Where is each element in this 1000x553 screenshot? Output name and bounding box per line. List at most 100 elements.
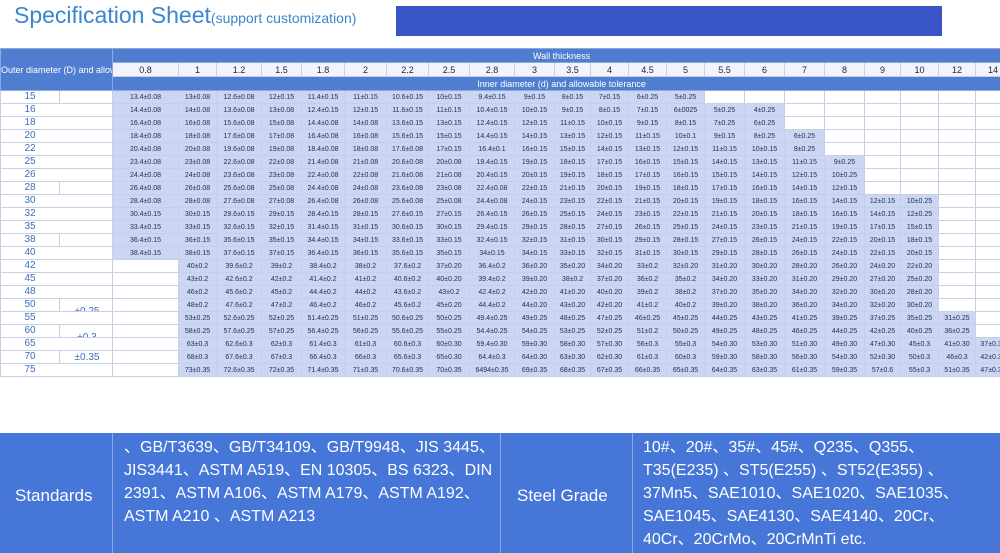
id-cell xyxy=(938,207,976,221)
table-row: 70 ±0.35 68±0.3 67.6±0.3 67±0.3 66.4±0.3 66±0.… xyxy=(0,350,1000,364)
id-cell: 49±0.25 xyxy=(514,311,555,325)
id-cell: 55.6±0.25 xyxy=(386,324,429,338)
id-cell xyxy=(864,116,901,130)
id-cell: 37±0.15 xyxy=(261,246,302,260)
outer-diameter: 75 xyxy=(24,364,36,376)
table-row: 45 43±0.2 42.6±0.2 42±0.2 41.4±0.2 41±0.2 40.6… xyxy=(0,272,1000,286)
id-cell xyxy=(938,194,976,208)
id-cell xyxy=(938,90,976,104)
id-cell xyxy=(938,129,976,143)
standards-label: Standards xyxy=(15,486,93,505)
id-cell: 65±0.30 xyxy=(428,350,470,364)
id-cell: 7±0.15 xyxy=(628,103,667,117)
id-cell: 30±0.15 xyxy=(428,220,470,234)
id-cell: 50±0.25 xyxy=(428,311,470,325)
id-cell: 41±0.20 xyxy=(554,285,591,299)
od-cell: 18 xyxy=(0,116,113,130)
id-cell: 6494±0.35 xyxy=(469,363,515,377)
id-cell xyxy=(938,272,976,286)
id-cell xyxy=(974,298,1000,312)
id-cell: 45±0.2 xyxy=(261,285,302,299)
id-cell: 18±0.15 xyxy=(900,233,939,247)
id-cell: 59±0.30 xyxy=(704,350,745,364)
id-cell xyxy=(900,129,939,143)
table-row: 15±0.0813.4±0.0813±0.0812.6±0.0812±0.151… xyxy=(0,90,1000,104)
id-cell: 31±0.20 xyxy=(704,259,745,273)
thickness-header: 2.5 xyxy=(428,62,470,77)
id-cell: 46.4±0.2 xyxy=(301,298,345,312)
id-cell: 10±0.15 xyxy=(428,90,470,104)
id-cell: 55±0.25 xyxy=(428,324,470,338)
id-cell: 12±0.25 xyxy=(900,207,939,221)
id-cell: 20.6±0.08 xyxy=(386,155,429,169)
id-cell: 41±0.2 xyxy=(628,298,667,312)
id-cell xyxy=(974,285,1000,299)
id-cell: 50±0.25 xyxy=(666,324,705,338)
id-cell: 13±0.08 xyxy=(261,103,302,117)
outer-diameter: 30 xyxy=(24,195,36,207)
id-cell: 16.4±0.1 xyxy=(469,142,515,156)
id-cell xyxy=(824,116,865,130)
id-cell: 29±0.15 xyxy=(261,207,302,221)
id-cell: 33±0.20 xyxy=(744,272,785,286)
id-cell: 8±0.25 xyxy=(744,129,785,143)
id-cell: 45±0.3 xyxy=(900,337,939,351)
outer-diameter: 42 xyxy=(24,260,36,272)
outer-diameter: 18 xyxy=(24,117,36,129)
id-cell: 15±0.15 xyxy=(900,220,939,234)
id-cell: 26±0.08 xyxy=(344,194,387,208)
id-cell: 37.6±0.2 xyxy=(386,259,429,273)
id-cell: 51±0.25 xyxy=(344,311,387,325)
id-cell: 39.4±0.2 xyxy=(469,272,515,286)
id-cell xyxy=(938,142,976,156)
id-cell: 39±0.20 xyxy=(704,298,745,312)
id-cell: 15±0.15 xyxy=(666,155,705,169)
id-cell xyxy=(938,285,976,299)
id-cell: 54±0.25 xyxy=(514,324,555,338)
id-cell: 48±0.25 xyxy=(744,324,785,338)
standards-text: 、GB/T3639、GB/T34109、GB/T9948、JIS 3445、JI… xyxy=(124,439,495,525)
id-cell: 49±0.25 xyxy=(704,324,745,338)
id-cell: 48±0.2 xyxy=(178,298,217,312)
outer-diameter: 32 xyxy=(24,208,36,220)
id-cell: 27±0.08 xyxy=(261,194,302,208)
id-cell: 46±0.25 xyxy=(784,324,825,338)
id-cell: 66±0.35 xyxy=(628,363,667,377)
id-cell: 15±0.15 xyxy=(554,142,591,156)
id-cell: 64±0.35 xyxy=(704,363,745,377)
id-cell: 17±0.15 xyxy=(864,220,901,234)
inner-diameter-header: Inner diameter (d) and allowable toleran… xyxy=(111,76,1000,91)
id-cell: 10±0.15 xyxy=(514,103,555,117)
divider xyxy=(500,433,501,553)
id-cell: 40±0.20 xyxy=(428,272,470,286)
id-cell: 43±0.25 xyxy=(744,311,785,325)
id-cell: 72±0.35 xyxy=(261,363,302,377)
od-cell: 40 xyxy=(0,246,113,260)
id-cell: 32±0.15 xyxy=(261,220,302,234)
id-cell: 30±0.15 xyxy=(590,233,629,247)
thickness-header: 6 xyxy=(744,62,785,77)
id-cell: 26±0.15 xyxy=(744,233,785,247)
id-cell: 21±0.08 xyxy=(428,168,470,182)
id-cell: 38±0.15 xyxy=(178,246,217,260)
id-cell: 24±0.15 xyxy=(824,246,865,260)
table-row: 42 40±0.2 39.6±0.2 39±0.2 38.4±0.2 38±0.2 37.6… xyxy=(0,259,1000,273)
id-cell: 40±0.25 xyxy=(900,324,939,338)
id-cell: 6±0025 xyxy=(666,103,705,117)
id-cell: 64±0.30 xyxy=(514,350,555,364)
id-cell: 62±0.3 xyxy=(261,337,302,351)
id-cell: 27±0.20 xyxy=(864,272,901,286)
id-cell: 22±0.15 xyxy=(666,207,705,221)
id-cell: 21.6±0.08 xyxy=(386,168,429,182)
id-cell: 50±0.3 xyxy=(900,350,939,364)
id-cell xyxy=(864,155,901,169)
id-cell: 21±0.15 xyxy=(554,181,591,195)
id-cell: 16±0.08 xyxy=(344,129,387,143)
id-cell: 59±0.30 xyxy=(514,337,555,351)
id-cell xyxy=(974,311,1000,325)
id-cell: 8±0.25 xyxy=(784,142,825,156)
id-cell: 25±0.20 xyxy=(900,272,939,286)
id-cell: 37±0.20 xyxy=(428,259,470,273)
id-cell: 18±0.15 xyxy=(666,181,705,195)
id-cell: 42±0.30 xyxy=(974,350,1000,364)
